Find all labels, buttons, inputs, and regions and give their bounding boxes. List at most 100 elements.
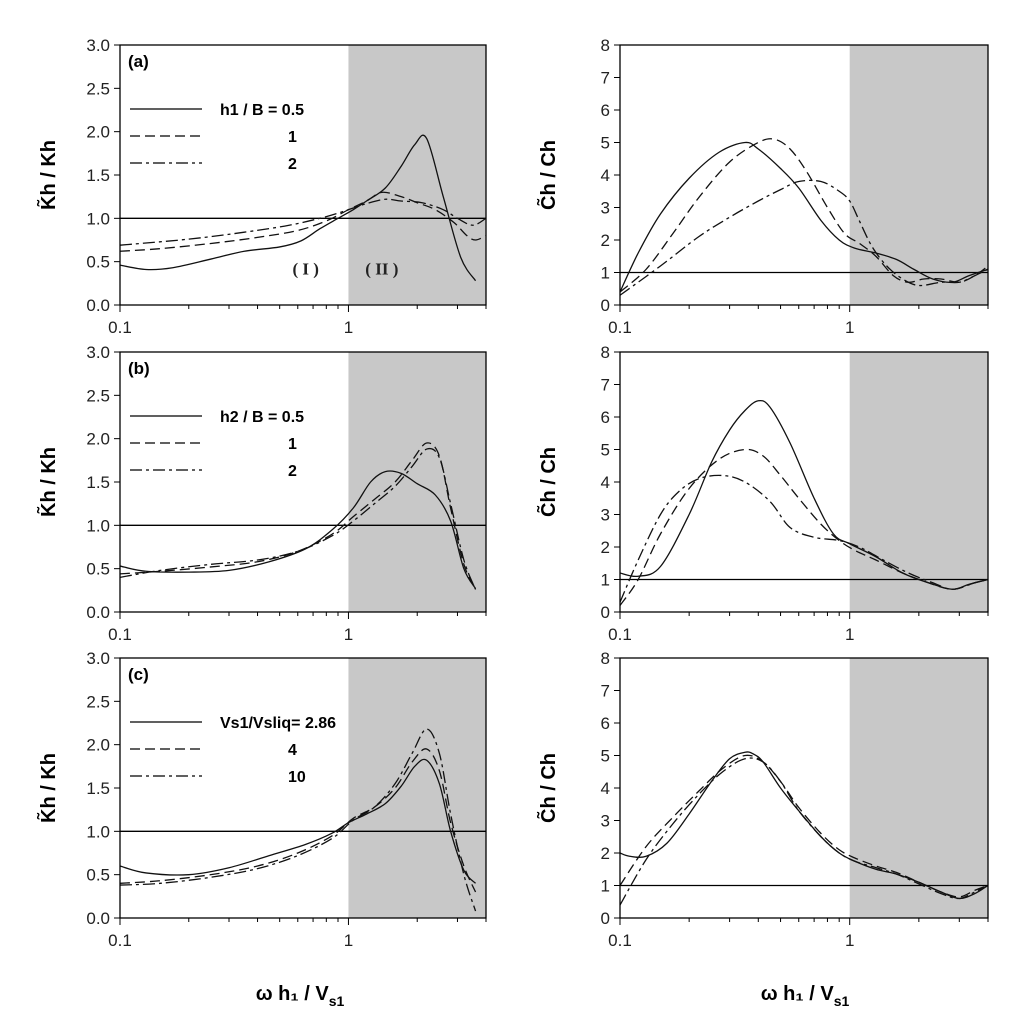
y-tick-label: 7: [601, 682, 610, 701]
y-tick-label: 0.5: [86, 253, 110, 272]
y-tick-label: 1.5: [86, 473, 110, 492]
chart-panel-2: 0.0 0.5 1.0 1.5 2.0 2.5 3.0 0.1 1 K̃h / Kh (b) h2 /…: [36, 343, 487, 644]
series-line-3: [619, 474, 989, 603]
y-tick-label: 0.5: [86, 560, 110, 579]
series-line-2: [119, 191, 487, 252]
y-tick-label: 1.5: [86, 779, 110, 798]
shaded-region: [849, 45, 988, 305]
series-line-2: [619, 754, 989, 898]
series-line-3: [619, 179, 989, 296]
y-tick-label: 8: [601, 649, 610, 668]
y-axis-label: C̃h / Ch: [536, 753, 560, 823]
x-tick-label: 1: [845, 625, 854, 644]
y-tick-label: 1.0: [86, 516, 110, 535]
x-tick-label: 1: [845, 318, 854, 337]
y-tick-label: 7: [601, 376, 610, 395]
legend-label-1: h1 / B = 0.5: [220, 102, 304, 119]
y-tick-label: 2.5: [86, 79, 110, 98]
chart-panel-3: 0.0 0.5 1.0 1.5 2.0 2.5 3.0 0.1 1 K̃h / Kh (c) Vs1/…: [36, 649, 487, 950]
y-tick-label: 0.0: [86, 296, 110, 315]
x-tick-label: 0.1: [108, 318, 132, 337]
series-line-1: [619, 751, 989, 900]
y-tick-label: 0.5: [86, 866, 110, 885]
x-tick-label: 1: [344, 625, 353, 644]
y-tick-label: 3: [601, 812, 610, 831]
shaded-region: [849, 658, 988, 918]
y-tick-label: 8: [601, 36, 610, 55]
x-tick-label: 0.1: [608, 931, 632, 950]
y-tick-label: 2.0: [86, 736, 110, 755]
y-tick-label: 4: [601, 779, 610, 798]
y-axis-label: K̃h / Kh: [36, 447, 60, 517]
series-line-2: [619, 138, 989, 293]
series-line-2: [619, 448, 989, 606]
y-tick-label: 2.0: [86, 430, 110, 449]
y-tick-label: 0: [601, 603, 610, 622]
y-tick-label: 4: [601, 166, 610, 185]
series-line-1: [119, 758, 477, 884]
y-tick-label: 3.0: [86, 36, 110, 55]
x-tick-label: 1: [344, 318, 353, 337]
region-label-i: ( I ): [292, 260, 318, 279]
y-tick-label: 1: [601, 264, 610, 283]
chart-panel-6: 0 1 2 3 4 5 6 7 8 0.1 1 C̃h / Ch: [536, 649, 989, 950]
x-tick-label: 0.1: [608, 625, 632, 644]
series-line-1: [119, 134, 477, 282]
y-tick-label: 2.0: [86, 123, 110, 142]
y-tick-label: 3: [601, 506, 610, 525]
y-tick-label: 8: [601, 343, 610, 362]
y-tick-label: 2: [601, 844, 610, 863]
y-tick-label: 1.0: [86, 209, 110, 228]
y-axis-label: K̃h / Kh: [36, 140, 60, 210]
panel-tag: (b): [128, 359, 150, 378]
series-line-1: [119, 470, 477, 589]
shaded-region: [348, 658, 486, 918]
y-tick-label: 6: [601, 714, 610, 733]
y-tick-label: 3: [601, 199, 610, 218]
chart-panel-4: 0 1 2 3 4 5 6 7 8 0.1 1 C̃h / Ch: [536, 36, 989, 337]
y-tick-label: 3.0: [86, 343, 110, 362]
y-tick-label: 6: [601, 101, 610, 120]
y-tick-label: 0.0: [86, 909, 110, 928]
legend-label-2: 1: [288, 129, 297, 146]
series-line-2: [119, 748, 477, 893]
y-tick-label: 1: [601, 877, 610, 896]
y-axis-label: C̃h / Ch: [536, 447, 560, 517]
x-tick-label: 0.1: [108, 625, 132, 644]
y-tick-label: 2: [601, 231, 610, 250]
chart-panel-1: 0.0 0.5 1.0 1.5 2.0 2.5 3.0 0.1 1 K̃h / Kh (a) h1 /…: [36, 36, 487, 337]
panel-tag: (c): [128, 665, 149, 684]
legend-label-1: h2 / B = 0.5: [220, 409, 304, 426]
x-tick-label: 0.1: [108, 931, 132, 950]
legend-label-2: 4: [288, 742, 297, 759]
legend-label-2: 1: [288, 436, 297, 453]
y-axis-label: C̃h / Ch: [536, 140, 560, 210]
y-tick-label: 0: [601, 909, 610, 928]
y-tick-label: 1.0: [86, 822, 110, 841]
y-tick-label: 7: [601, 69, 610, 88]
y-tick-label: 1: [601, 571, 610, 590]
y-tick-label: 3.0: [86, 649, 110, 668]
y-tick-label: 4: [601, 473, 610, 492]
series-line-3: [119, 728, 477, 912]
y-tick-label: 2: [601, 538, 610, 557]
legend-label-3: 2: [288, 463, 297, 480]
legend-label-1: Vs1/Vsliq= 2.86: [220, 715, 336, 732]
series-line-3: [119, 198, 487, 246]
shaded-region: [849, 352, 988, 612]
x-tick-label: 1: [344, 931, 353, 950]
x-axis-label-right: ω h₁ / Vs1: [761, 983, 850, 1009]
y-tick-label: 6: [601, 408, 610, 427]
y-tick-label: 5: [601, 134, 610, 153]
y-tick-label: 1.5: [86, 166, 110, 185]
panel-tag: (a): [128, 52, 149, 71]
y-tick-label: 0.0: [86, 603, 110, 622]
y-tick-label: 5: [601, 441, 610, 460]
y-tick-label: 2.5: [86, 386, 110, 405]
x-tick-label: 1: [845, 931, 854, 950]
y-tick-label: 5: [601, 747, 610, 766]
series-line-1: [619, 141, 989, 293]
y-axis-label: K̃h / Kh: [36, 753, 60, 823]
series-line-3: [619, 757, 989, 906]
